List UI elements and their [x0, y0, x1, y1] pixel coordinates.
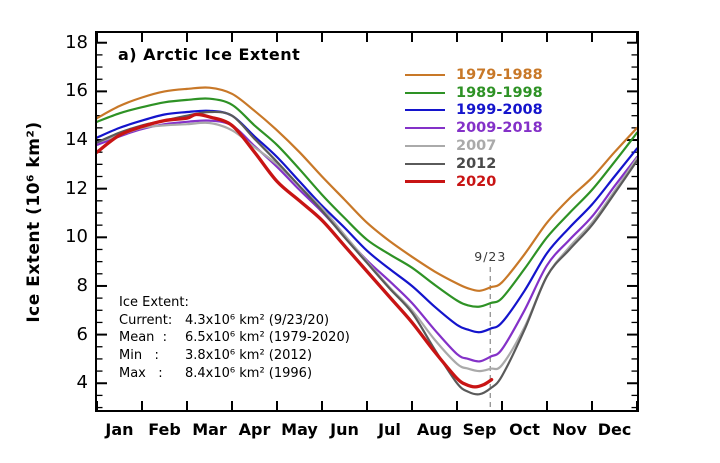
x-tick-label: Aug	[416, 420, 453, 439]
legend-item-2007: 2007	[405, 137, 543, 155]
stats-max: Max : 8.4x10⁶ km² (1996)	[119, 365, 313, 381]
series-line-1989-1998	[97, 97, 637, 308]
legend-item-1979-1988: 1979-1988	[405, 66, 543, 84]
y-tick-label: 10	[65, 226, 88, 248]
series-line-1999-2008	[97, 109, 637, 334]
y-tick-label: 16	[65, 80, 88, 102]
legend-label: 2009-2018	[456, 120, 543, 137]
legend-line-swatch	[405, 109, 445, 112]
series-line-2009-2018	[97, 119, 637, 363]
legend-item-1999-2008: 1999-2008	[405, 102, 543, 120]
y-tick-label: 18	[65, 31, 88, 53]
legend-line-swatch	[405, 127, 445, 130]
legend-item-1989-1998: 1989-1998	[405, 84, 543, 102]
plot-area	[95, 31, 639, 412]
x-tick-label: Sep	[462, 420, 497, 439]
x-tick-label: Mar	[192, 420, 227, 439]
x-tick-label: Jun	[330, 420, 359, 439]
series-line-2020	[97, 112, 494, 389]
y-tick-label: 6	[76, 323, 88, 345]
legend-label: 1989-1998	[456, 84, 543, 101]
y-tick-label: 4	[76, 372, 88, 394]
legend-line-swatch	[405, 73, 445, 76]
stats-heading: Ice Extent:	[119, 295, 189, 310]
legend-label: 1999-2008	[456, 102, 543, 119]
x-tick-label: Jul	[378, 420, 401, 439]
legend-label: 1979-1988	[456, 66, 543, 83]
legend-label: 2020	[456, 173, 497, 190]
legend-label: 2007	[456, 138, 497, 155]
legend: 1979-1988 1989-1998 1999-2008 2009-2018 …	[405, 66, 543, 191]
legend-label: 2012	[456, 155, 497, 172]
x-tick-label: Apr	[238, 420, 271, 439]
x-tick-label: Nov	[552, 420, 587, 439]
x-tick-label: Jan	[105, 420, 134, 439]
x-tick-label: Dec	[597, 420, 632, 439]
y-tick-label: 8	[76, 274, 88, 296]
x-tick-label: Feb	[148, 420, 181, 439]
ice-extent-stats-box: Ice Extent: Current: 4.3x10⁶ km² (9/23/2…	[119, 295, 350, 383]
stats-min: Min : 3.8x10⁶ km² (2012)	[119, 348, 313, 364]
legend-item-2012: 2012	[405, 155, 543, 173]
x-tick-label: May	[281, 420, 318, 439]
chart-canvas	[97, 33, 637, 410]
legend-line-swatch	[405, 145, 445, 148]
stats-mean: Mean : 6.5x10⁶ km² (1979-2020)	[119, 330, 350, 346]
legend-line-swatch	[405, 162, 445, 165]
stats-current: Current: 4.3x10⁶ km² (9/23/20)	[119, 312, 330, 328]
legend-item-2020: 2020	[405, 173, 543, 191]
date-annotation-label: 9/23	[474, 249, 507, 264]
y-tick-label: 12	[65, 177, 88, 199]
legend-line-swatch	[405, 91, 445, 94]
series-line-1979-1988	[97, 86, 637, 292]
legend-item-2009-2018: 2009-2018	[405, 119, 543, 137]
chart-title: a) Arctic Ice Extent	[118, 45, 301, 64]
y-tick-label: 14	[65, 129, 88, 151]
x-tick-label: Oct	[509, 420, 540, 439]
legend-line-swatch	[405, 180, 445, 184]
